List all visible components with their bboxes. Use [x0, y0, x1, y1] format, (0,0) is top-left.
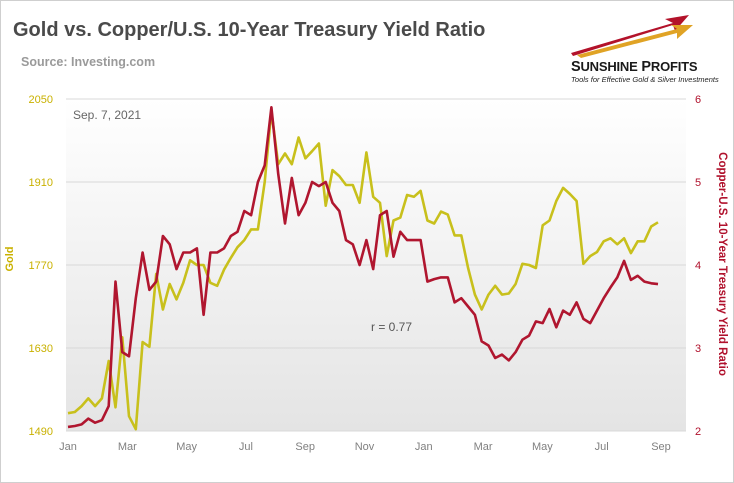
grid-lines	[66, 98, 686, 432]
right-axis-title: Copper-U.S. 10-Year Treasury Yield Ratio	[716, 152, 728, 376]
right-tick-label: 5	[695, 177, 701, 189]
correlation-annotation: r = 0.77	[371, 320, 412, 334]
logo-letter-p: P	[637, 59, 651, 75]
gold-series-line	[67, 109, 659, 431]
logo-text-unshine: UNSHINE	[580, 59, 638, 74]
x-tick-label: Jul	[595, 441, 609, 453]
left-axis-title: Gold	[4, 246, 16, 271]
chart-source: Source: Investing.com	[21, 55, 156, 69]
left-axis-ticks: 1490 1630 1770 1910 2050	[29, 94, 53, 438]
date-label: Sep. 7, 2021	[73, 108, 141, 122]
x-tick-label: Nov	[355, 441, 375, 453]
right-tick-label: 4	[695, 260, 701, 272]
x-tick-label: Sep	[651, 441, 671, 453]
right-tick-label: 3	[695, 343, 701, 355]
left-tick-label: 1490	[29, 426, 53, 438]
chart-title: Gold vs. Copper/U.S. 10-Year Treasury Yi…	[13, 19, 486, 41]
x-tick-label: Sep	[295, 441, 315, 453]
x-tick-label: Jul	[239, 441, 253, 453]
x-tick-label: May	[532, 441, 553, 453]
x-tick-label: Jan	[59, 441, 77, 453]
x-tick-label: May	[176, 441, 197, 453]
right-axis-ticks: 2 3 4 5 6	[695, 94, 701, 438]
logo-letter-s: S	[571, 59, 581, 75]
logo-wordmark: SUNSHINE PROFITS	[571, 59, 698, 75]
x-tick-label: Mar	[474, 441, 493, 453]
left-tick-label: 1770	[29, 260, 53, 272]
left-tick-label: 1910	[29, 177, 53, 189]
series-lines	[67, 106, 659, 431]
logo-tagline: Tools for Effective Gold & Silver Invest…	[571, 75, 719, 84]
logo-arrow-icon	[571, 15, 693, 58]
copper-ratio-series-line	[67, 106, 659, 429]
right-tick-label: 6	[695, 94, 701, 106]
logo-text-rofits: ROFITS	[650, 59, 698, 74]
x-tick-label: Jan	[415, 441, 433, 453]
x-tick-label: Mar	[118, 441, 137, 453]
left-tick-label: 1630	[29, 343, 53, 355]
sunshine-profits-logo: SUNSHINE PROFITS Tools for Effective Gol…	[561, 9, 726, 89]
right-tick-label: 2	[695, 426, 701, 438]
left-tick-label: 2050	[29, 94, 53, 106]
x-axis-ticks: Jan Mar May Jul Sep Nov Jan Mar May Jul Sep	[59, 441, 671, 453]
